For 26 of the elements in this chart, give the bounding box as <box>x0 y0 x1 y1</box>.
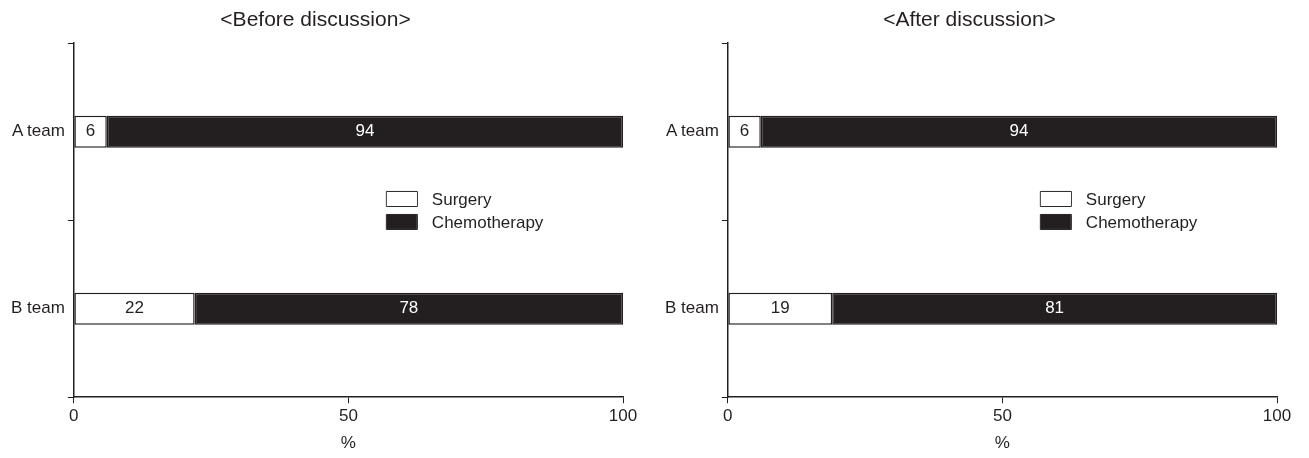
legend-label: Chemotherapy <box>1085 212 1198 232</box>
legend-label: Surgery <box>431 189 492 209</box>
data-label: 81 <box>1045 298 1065 318</box>
y-tick-label: B team <box>11 298 65 318</box>
y-tick-label: A team <box>11 121 65 141</box>
y-tick-label: A team <box>665 121 719 141</box>
data-label: 19 <box>770 298 790 318</box>
legend-label: Surgery <box>1085 189 1146 209</box>
data-label: 6 <box>739 121 750 141</box>
x-axis-title: % <box>994 433 1010 453</box>
x-tick-label: 0 <box>723 406 733 426</box>
data-label: 94 <box>355 121 375 141</box>
data-label: 94 <box>1009 121 1029 141</box>
data-label: 22 <box>125 298 144 318</box>
x-tick-label: 50 <box>338 406 358 426</box>
chart-title: <After discussion> <box>883 7 1056 31</box>
x-tick-label: 50 <box>992 406 1012 426</box>
data-label: 78 <box>399 298 419 318</box>
y-tick-label: B team <box>665 298 719 318</box>
x-tick-label: 0 <box>69 406 79 426</box>
x-tick-label: 100 <box>608 406 638 426</box>
data-label: 6 <box>85 121 96 141</box>
x-tick-label: 100 <box>1262 406 1292 426</box>
chart-title: <Before discussion> <box>220 7 411 31</box>
x-axis-title: % <box>340 433 356 453</box>
legend-label: Chemotherapy <box>431 212 544 232</box>
